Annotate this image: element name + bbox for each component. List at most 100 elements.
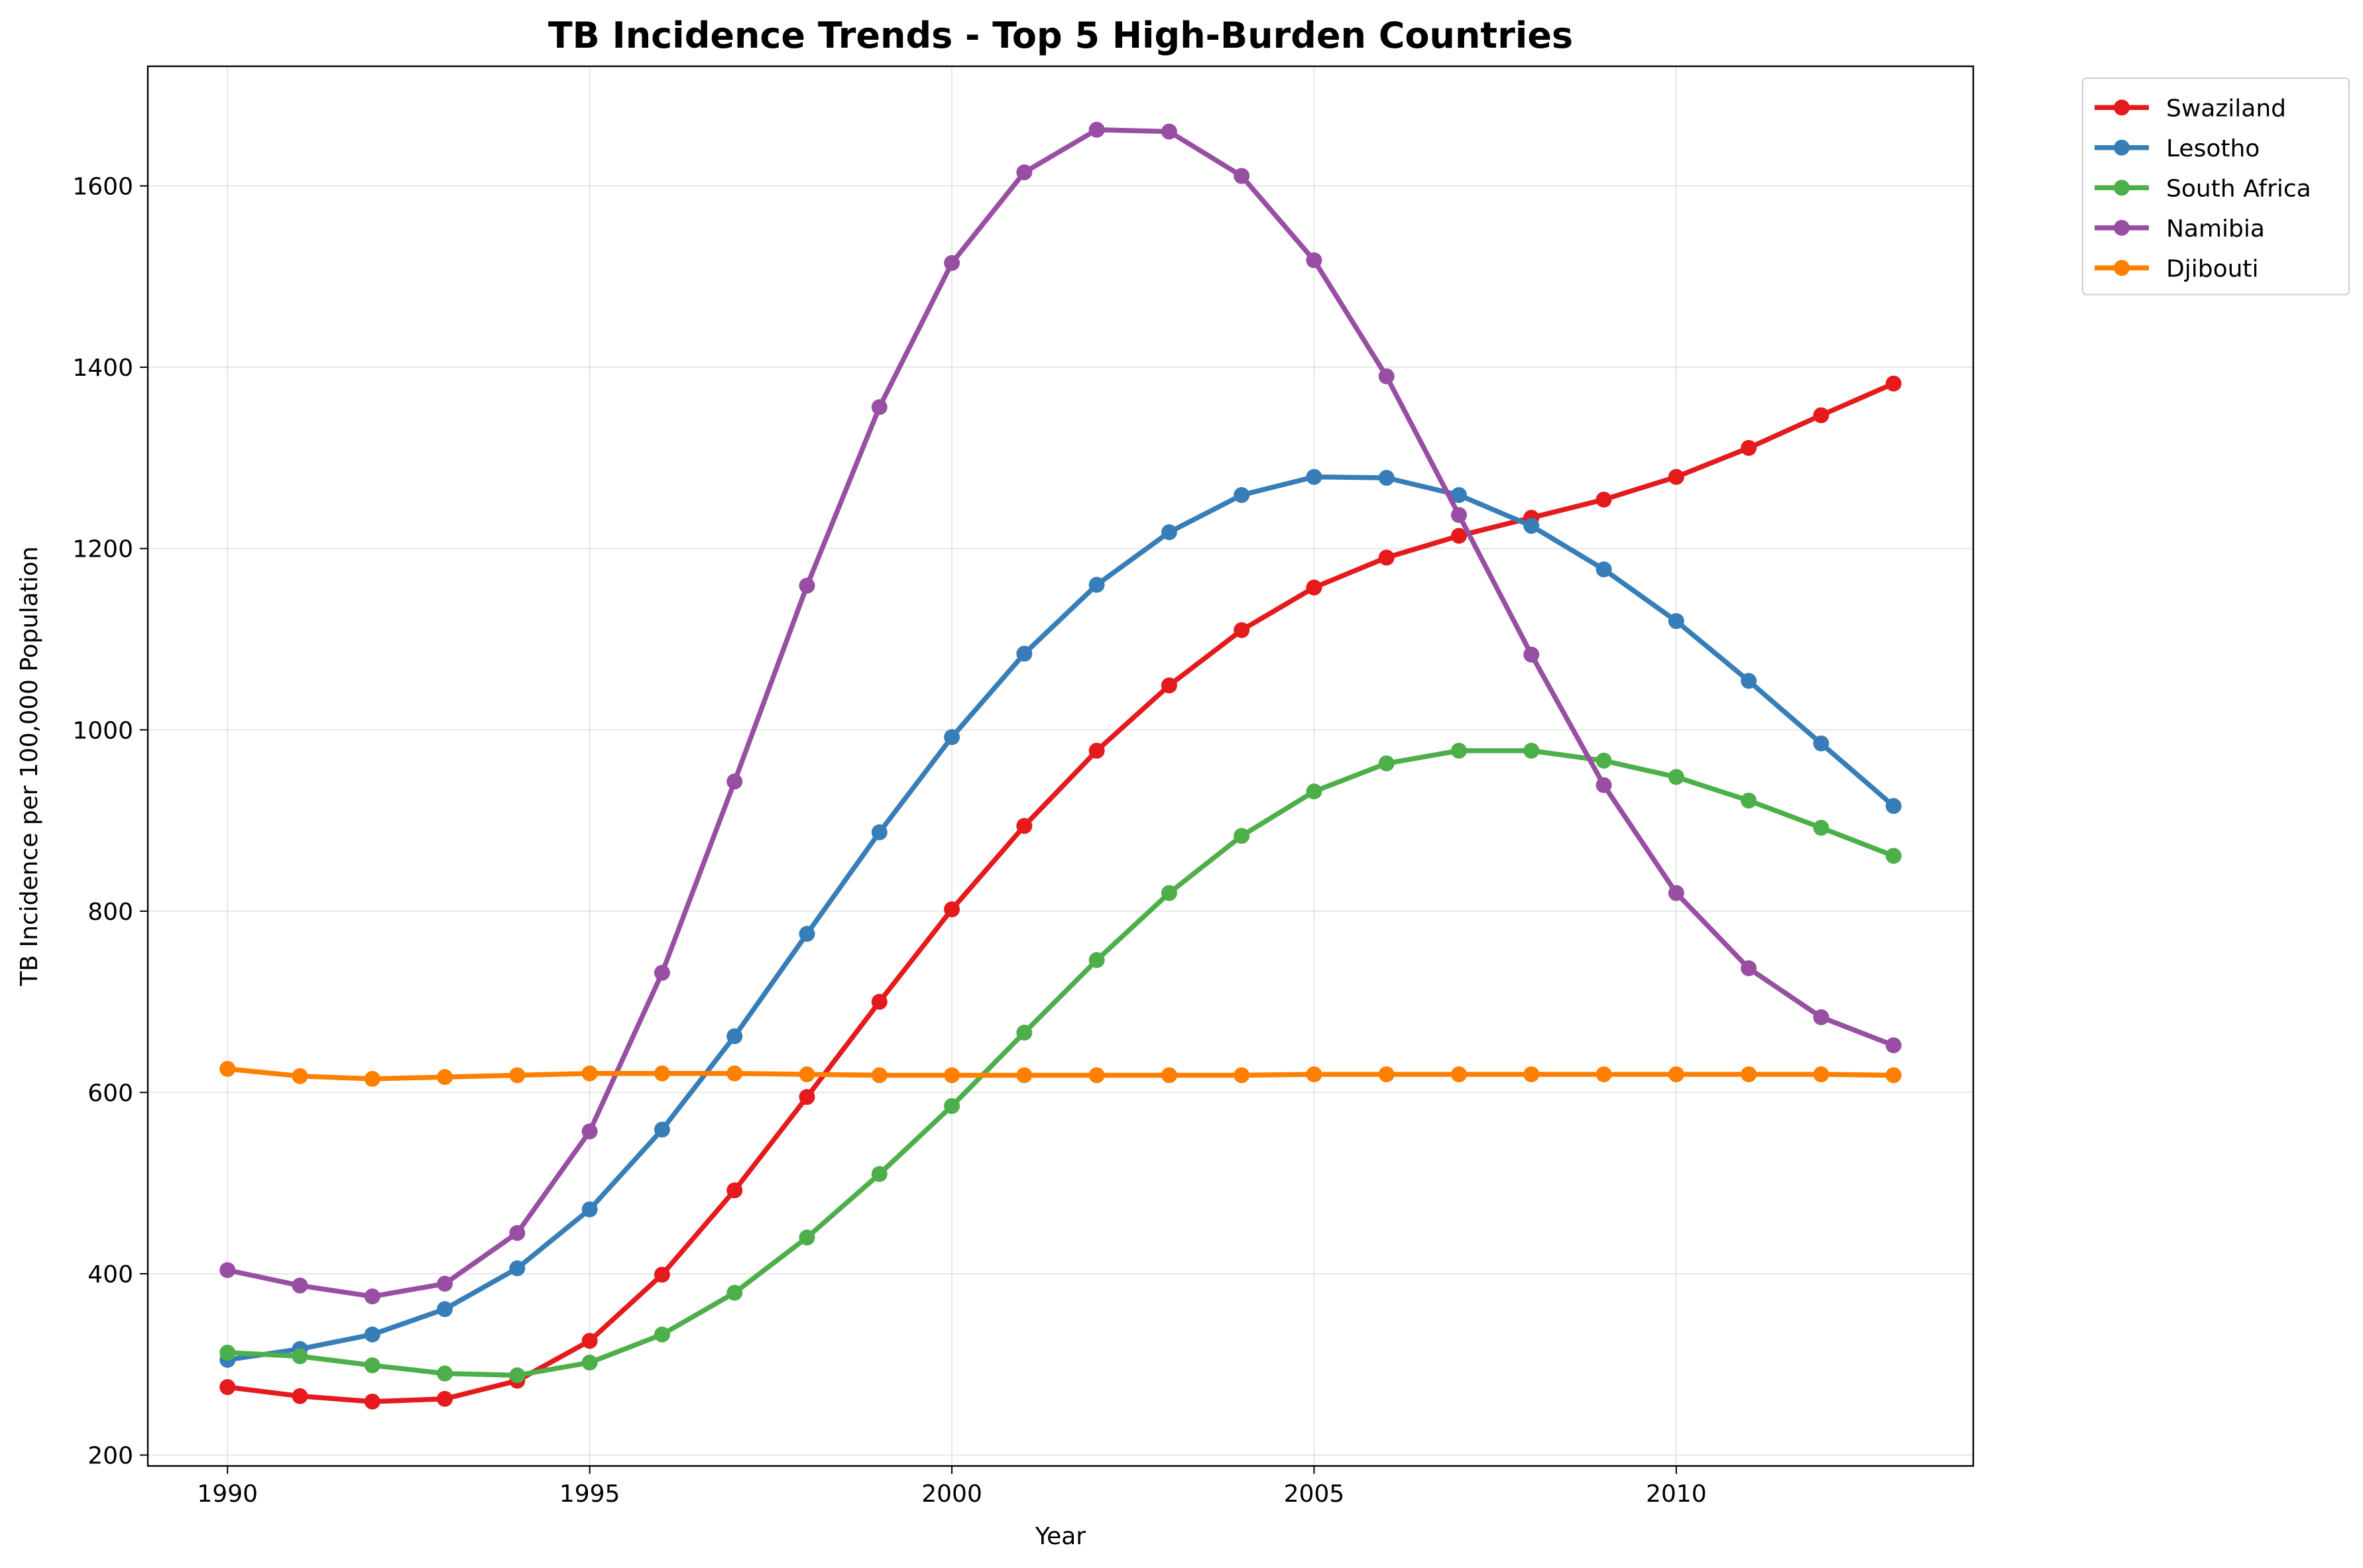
data-point-djibouti: [1378, 1066, 1395, 1083]
data-point-namibia: [1088, 121, 1105, 138]
data-point-djibouti: [1234, 1067, 1250, 1084]
data-point-namibia: [1161, 123, 1177, 140]
data-point-south-africa: [871, 1166, 888, 1182]
series-line-namibia: [225, 127, 1896, 1299]
x-tick-label: 2000: [921, 1481, 982, 1508]
legend-swatch-marker: [2114, 99, 2130, 116]
data-point-lesotho: [1523, 518, 1540, 534]
y-tick-label: 1200: [72, 536, 133, 563]
x-tick-label: 1990: [197, 1481, 258, 1508]
data-point-south-africa: [1234, 828, 1250, 844]
data-point-swaziland: [1668, 469, 1684, 485]
data-point-south-africa: [944, 1097, 960, 1114]
data-point-lesotho: [654, 1121, 670, 1138]
data-point-djibouti: [871, 1067, 888, 1084]
data-point-swaziland: [581, 1333, 598, 1349]
y-axis-label: TB Incidence per 100,000 Population: [16, 546, 43, 986]
data-point-south-africa: [799, 1229, 815, 1246]
legend-item-south-africa: South Africa: [2095, 175, 2311, 202]
data-point-djibouti: [1741, 1066, 1757, 1083]
data-point-namibia: [799, 577, 815, 594]
legend-swatch-marker: [2114, 219, 2130, 236]
data-point-djibouti: [364, 1070, 380, 1087]
data-point-swaziland: [1595, 491, 1612, 508]
data-point-south-africa: [1161, 885, 1177, 901]
data-point-namibia: [1523, 646, 1540, 663]
data-point-lesotho: [581, 1201, 598, 1217]
data-point-swaziland: [1306, 579, 1322, 596]
data-point-south-africa: [292, 1348, 308, 1365]
legend-label: South Africa: [2166, 175, 2311, 202]
data-point-south-africa: [219, 1345, 236, 1361]
legend-label: Namibia: [2166, 215, 2265, 243]
data-point-namibia: [944, 254, 960, 271]
y-tick-label: 1400: [72, 355, 133, 382]
data-point-namibia: [1595, 777, 1612, 793]
series-line-djibouti: [225, 1066, 1896, 1082]
data-point-lesotho: [364, 1326, 380, 1343]
data-point-djibouti: [944, 1067, 960, 1084]
y-tick-label: 1000: [72, 717, 133, 744]
legend-box: [2082, 78, 2350, 296]
data-point-swaziland: [219, 1378, 236, 1395]
data-point-namibia: [509, 1225, 526, 1241]
data-point-south-africa: [726, 1284, 743, 1301]
legend-swatch-marker: [2114, 139, 2130, 156]
data-point-lesotho: [1885, 798, 1902, 814]
data-point-swaziland: [871, 993, 888, 1010]
data-point-swaziland: [1741, 439, 1757, 456]
data-point-swaziland: [1234, 622, 1250, 638]
x-axis-label: Year: [1035, 1523, 1086, 1550]
series-layer: [219, 121, 1902, 1410]
data-point-south-africa: [1451, 742, 1468, 759]
data-point-south-africa: [654, 1326, 670, 1343]
data-point-namibia: [219, 1262, 236, 1278]
data-point-swaziland: [1885, 375, 1902, 392]
data-point-south-africa: [1885, 848, 1902, 864]
data-point-south-africa: [1378, 755, 1395, 771]
data-point-namibia: [871, 399, 888, 416]
legend-item-namibia: Namibia: [2095, 215, 2265, 243]
legend-item-lesotho: Lesotho: [2095, 135, 2260, 162]
data-point-south-africa: [1595, 752, 1612, 769]
series-swaziland: [219, 375, 1902, 1410]
data-point-swaziland: [1451, 528, 1468, 544]
data-point-namibia: [1813, 1009, 1829, 1025]
data-point-south-africa: [1668, 769, 1684, 785]
data-point-djibouti: [581, 1065, 598, 1082]
data-point-lesotho: [1234, 487, 1250, 504]
data-point-swaziland: [726, 1182, 743, 1199]
data-point-swaziland: [364, 1393, 380, 1410]
data-point-lesotho: [437, 1301, 453, 1317]
data-point-djibouti: [1088, 1067, 1105, 1084]
y-tick-label: 400: [87, 1261, 133, 1288]
y-tick-label: 600: [87, 1080, 133, 1107]
data-point-lesotho: [726, 1028, 743, 1044]
data-point-south-africa: [1306, 783, 1322, 800]
legend-label: Swaziland: [2166, 95, 2286, 122]
data-point-djibouti: [1668, 1066, 1684, 1083]
data-point-djibouti: [509, 1067, 526, 1084]
legend-swatch-marker: [2114, 180, 2130, 196]
legend-item-swaziland: Swaziland: [2095, 95, 2286, 122]
data-point-swaziland: [1378, 549, 1395, 566]
data-point-namibia: [364, 1288, 380, 1305]
data-point-lesotho: [1668, 613, 1684, 630]
y-tick-label: 200: [87, 1443, 133, 1470]
data-point-namibia: [1016, 164, 1033, 181]
series-line-south-africa: [225, 748, 1896, 1378]
data-point-namibia: [1451, 507, 1468, 524]
data-point-djibouti: [1885, 1067, 1902, 1084]
data-point-lesotho: [799, 926, 815, 942]
legend-item-djibouti: Djibouti: [2095, 255, 2259, 282]
legend: Swaziland Lesotho South Africa Namibia Djibo…: [2082, 78, 2350, 296]
data-point-lesotho: [944, 729, 960, 746]
legend-swatch-marker: [2114, 260, 2130, 276]
series-djibouti: [219, 1060, 1902, 1087]
data-point-namibia: [292, 1277, 308, 1294]
data-point-swaziland: [1016, 818, 1033, 834]
data-point-south-africa: [1088, 952, 1105, 968]
data-point-swaziland: [437, 1390, 453, 1407]
